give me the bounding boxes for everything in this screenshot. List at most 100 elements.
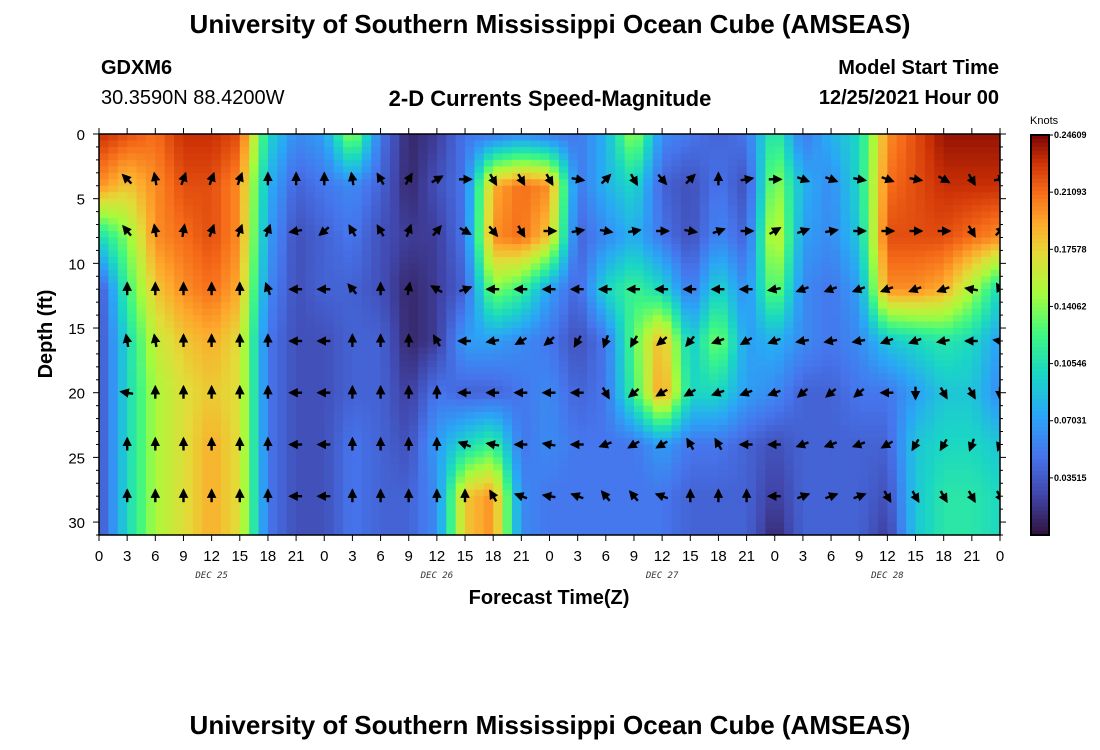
heat-cell bbox=[727, 140, 738, 148]
heat-cell bbox=[877, 457, 888, 465]
heat-cell bbox=[934, 347, 945, 355]
heat-cell bbox=[436, 425, 447, 433]
heat-cell bbox=[521, 295, 532, 303]
heat-cell bbox=[680, 457, 691, 465]
heat-cell bbox=[765, 192, 776, 200]
heat-cell bbox=[221, 431, 231, 439]
heat-cell bbox=[802, 192, 813, 200]
heat-cell bbox=[314, 373, 325, 381]
heat-cell bbox=[718, 256, 729, 264]
heat-cell bbox=[483, 146, 494, 155]
heat-cell bbox=[755, 463, 766, 471]
heat-cell bbox=[136, 444, 147, 452]
heat-cell bbox=[915, 192, 926, 200]
heat-cell bbox=[924, 340, 935, 349]
heat-cell bbox=[755, 153, 766, 161]
heat-cell bbox=[99, 237, 109, 245]
heat-cell bbox=[624, 412, 635, 420]
heat-cell bbox=[371, 250, 382, 258]
heat-cell bbox=[605, 269, 616, 277]
heat-cell bbox=[183, 192, 194, 200]
heat-cell bbox=[192, 198, 203, 206]
heat-cell bbox=[971, 140, 982, 148]
heat-cell bbox=[587, 405, 598, 413]
heat-cell bbox=[831, 399, 842, 407]
heat-cell bbox=[680, 166, 691, 174]
heat-cell bbox=[737, 457, 748, 465]
heat-cell bbox=[821, 276, 832, 284]
heat-cell bbox=[643, 153, 654, 161]
heat-cell bbox=[371, 360, 382, 368]
heat-cell bbox=[465, 185, 476, 193]
heat-cell bbox=[990, 159, 1000, 167]
heat-cell bbox=[258, 289, 269, 297]
heat-cell bbox=[183, 134, 194, 142]
heat-cell bbox=[981, 153, 992, 161]
heat-cell bbox=[802, 237, 813, 245]
heat-cell bbox=[896, 205, 907, 213]
heat-cell bbox=[709, 457, 720, 465]
heat-cell bbox=[483, 457, 494, 465]
heat-cell bbox=[380, 347, 391, 355]
heat-cell bbox=[840, 205, 851, 213]
heat-cell bbox=[774, 198, 785, 206]
heat-cell bbox=[277, 308, 288, 316]
heat-cell bbox=[155, 425, 166, 433]
heat-cell bbox=[906, 412, 917, 420]
heat-cell bbox=[183, 463, 194, 471]
heat-cell bbox=[267, 276, 278, 284]
heat-cell bbox=[465, 198, 476, 206]
heat-cell bbox=[906, 205, 917, 213]
heat-cell bbox=[793, 315, 804, 323]
heat-cell bbox=[624, 340, 635, 349]
heat-cell bbox=[831, 192, 842, 200]
heat-cell bbox=[221, 140, 231, 148]
heat-cell bbox=[211, 457, 222, 465]
heat-cell bbox=[821, 192, 832, 200]
heat-cell bbox=[343, 140, 354, 148]
heat-cell bbox=[915, 412, 926, 420]
heat-cell bbox=[117, 198, 128, 206]
heat-cell bbox=[361, 450, 372, 458]
heat-cell bbox=[455, 166, 466, 174]
heat-cell bbox=[530, 340, 541, 349]
heat-cell bbox=[587, 437, 598, 446]
heat-cell bbox=[652, 412, 663, 420]
heat-cell bbox=[530, 146, 541, 155]
heat-cell bbox=[549, 269, 560, 277]
heat-cell bbox=[136, 347, 147, 355]
heat-cell bbox=[521, 457, 532, 465]
heat-cell bbox=[277, 392, 288, 400]
heat-cell bbox=[831, 218, 842, 226]
heat-cell bbox=[774, 134, 785, 142]
heat-cell bbox=[934, 198, 945, 206]
heat-cell bbox=[277, 237, 288, 245]
heat-cell bbox=[802, 444, 813, 452]
heat-cell bbox=[324, 457, 335, 465]
heat-cell bbox=[493, 166, 504, 174]
heat-cell bbox=[211, 134, 222, 142]
heat-cell bbox=[549, 379, 560, 387]
heat-cell bbox=[540, 250, 551, 258]
heat-cell bbox=[765, 399, 776, 407]
heat-cell bbox=[577, 437, 588, 446]
heat-cell bbox=[202, 450, 213, 458]
heat-cell bbox=[680, 347, 691, 355]
heat-cell bbox=[436, 256, 447, 264]
heat-cell bbox=[399, 373, 410, 381]
heat-cell bbox=[615, 360, 626, 368]
heat-cell bbox=[990, 211, 1000, 219]
heat-cell bbox=[643, 425, 654, 433]
heat-cell bbox=[615, 282, 626, 290]
heat-cell bbox=[286, 360, 297, 368]
heat-cell bbox=[99, 289, 109, 297]
heat-cell bbox=[924, 185, 935, 193]
heat-cell bbox=[192, 166, 203, 174]
heat-cell bbox=[483, 231, 494, 239]
heat-cell bbox=[568, 179, 579, 187]
heat-cell bbox=[371, 198, 382, 206]
heat-cell bbox=[174, 425, 185, 433]
heat-cell bbox=[990, 192, 1000, 200]
heat-cell bbox=[521, 192, 532, 200]
heat-cell bbox=[699, 340, 710, 349]
